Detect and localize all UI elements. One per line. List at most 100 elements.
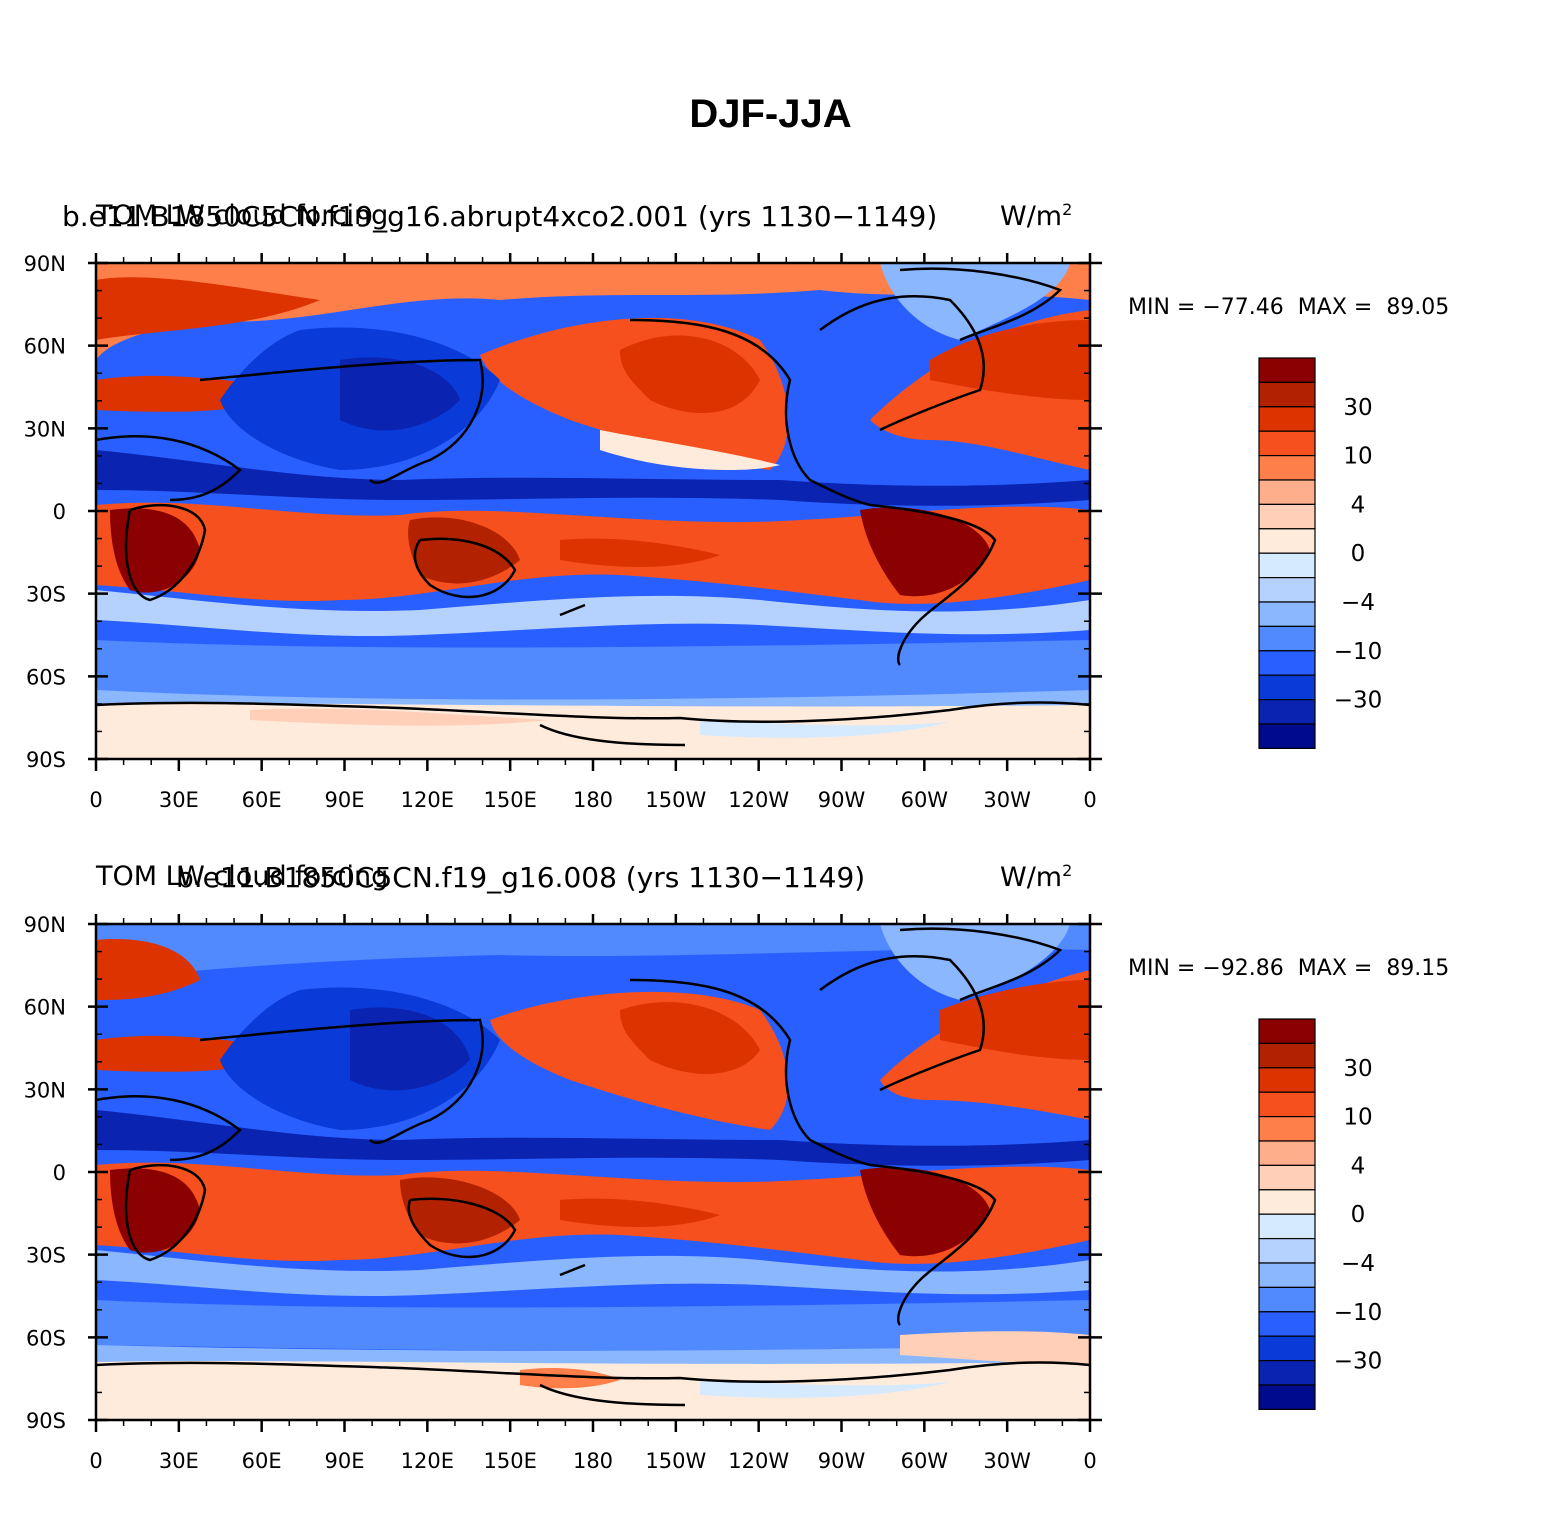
figure-title: DJF-JJA [689, 92, 852, 136]
colorbar-swatch [1258, 1018, 1316, 1044]
lon-tick-label: 90W [818, 788, 866, 812]
colorbar-label: 30 [1343, 395, 1372, 421]
lon-tick-label: 30E [159, 1449, 199, 1473]
colorbar-swatch [1258, 381, 1316, 408]
lon-tick-label: 150W [645, 788, 706, 812]
lon-tick-label: 120E [401, 1449, 454, 1473]
colorbar-swatch [1258, 674, 1316, 701]
lat-tick-label: 90N [24, 913, 66, 937]
colorbar-label: −4 [1341, 590, 1375, 616]
colorbar-swatch [1258, 698, 1316, 725]
lon-tick-label: 60W [901, 1449, 949, 1473]
lat-tick-label: 60N [24, 996, 66, 1020]
lon-tick-label: 90E [325, 788, 365, 812]
panel-1-min-max: MIN = −77.46 MAX = 89.05 [1128, 295, 1450, 320]
panel-1-case-title: b.e11.B1850C5CN.f19_g16.abrupt4xco2.001 … [62, 200, 938, 233]
map-panel-2: TOM LW cloud forcing b.e11.B1850C5CN.f19… [0, 857, 1541, 1497]
colorbar-label: 30 [1343, 1056, 1372, 1082]
colorbar-label: −30 [1334, 688, 1383, 714]
colorbar-swatch [1258, 1237, 1316, 1264]
lon-tick-label: 150W [645, 1449, 706, 1473]
colorbar-label: 10 [1343, 1105, 1372, 1131]
colorbar-swatch [1258, 1213, 1316, 1240]
colorbar-swatch [1258, 601, 1316, 627]
colorbar-swatch [1258, 1359, 1316, 1386]
lon-tick-label: 30W [983, 788, 1031, 812]
panel-1-variable-title: TOM LW cloud forcing [96, 200, 389, 231]
colorbar-swatch [1258, 1384, 1316, 1410]
lon-tick-label: 90E [325, 1449, 365, 1473]
colorbar-swatch [1258, 528, 1316, 554]
panel-2-min-max: MIN = −92.86 MAX = 89.15 [1128, 956, 1450, 981]
colorbar-swatch [1258, 503, 1316, 530]
colorbar-swatch [1258, 430, 1316, 457]
lat-tick-label: 60S [26, 665, 66, 689]
lon-tick-label: 90W [818, 1449, 866, 1473]
colorbar-label: 0 [1351, 541, 1366, 567]
map-panel-1: TOM LW cloud forcing b.e11.B1850C5CN.f19… [0, 196, 1541, 836]
panel-1-map: 90N 60N 30N 0 30S 60S 90S 0 30E 60E 90E 120E 150E 18… [24, 252, 1383, 812]
lon-tick-label: 180 [573, 788, 613, 812]
panel-2-case-title: b.e11.B1850C5CN.f19_g16.008 (yrs 1130−11… [176, 861, 866, 894]
lon-tick-label: 120E [401, 788, 454, 812]
panel-1-lon-axis: 0 30E 60E 90E 120E 150E 180 150W 120W 90W 60W 30W 0 [89, 253, 1097, 812]
lon-tick-label: 180 [573, 1449, 613, 1473]
panel-2-variable-title: TOM LW cloud forcing [96, 861, 389, 892]
colorbar-swatch [1258, 479, 1316, 505]
panel-1-coastlines [96, 267, 1090, 747]
panel-2-field [96, 924, 1090, 1420]
panel-2-coastlines [96, 927, 1090, 1407]
lon-tick-label: 30E [159, 788, 199, 812]
colorbar-swatch [1258, 455, 1316, 481]
colorbar-label: −30 [1334, 1349, 1383, 1375]
lat-tick-label: 0 [53, 500, 66, 524]
lon-tick-label: 0 [1083, 1449, 1096, 1473]
colorbar-swatch [1258, 1042, 1316, 1069]
colorbar-swatch [1258, 1189, 1316, 1215]
lon-tick-label: 0 [1083, 788, 1096, 812]
lon-tick-label: 60E [242, 788, 282, 812]
colorbar-swatch [1258, 1311, 1316, 1337]
colorbar-swatch [1258, 1164, 1316, 1191]
lat-tick-label: 30S [26, 583, 66, 607]
colorbar-swatch [1258, 1335, 1316, 1362]
colorbar-swatch [1258, 552, 1316, 579]
lon-tick-label: 60W [901, 788, 949, 812]
colorbar-label: 4 [1351, 492, 1366, 518]
colorbar-label: −10 [1334, 639, 1383, 665]
colorbar-label: −4 [1341, 1251, 1375, 1277]
lat-tick-label: 90S [26, 748, 66, 772]
colorbar-swatch [1258, 1286, 1316, 1313]
lat-tick-label: 90N [24, 252, 66, 276]
lon-tick-label: 0 [89, 1449, 102, 1473]
panel-2-colorbar: 30 10 4 0 −4 −10 −30 [1258, 1018, 1383, 1410]
lat-tick-label: 60N [24, 335, 66, 359]
lat-tick-label: 30N [24, 1078, 66, 1102]
lon-tick-label: 150E [483, 788, 536, 812]
lat-tick-label: 30S [26, 1244, 66, 1268]
lon-tick-label: 150E [483, 1449, 536, 1473]
lon-tick-label: 120W [728, 1449, 789, 1473]
colorbar-swatch [1258, 1091, 1316, 1118]
lon-tick-label: 120W [728, 788, 789, 812]
lat-tick-label: 60S [26, 1326, 66, 1350]
colorbar-label: 10 [1343, 444, 1372, 470]
colorbar-swatch [1258, 1140, 1316, 1166]
panel-2-map: 90N 60N 30N 0 30S 60S 90S 0 30E 60E 90E 120E 150E 18… [24, 913, 1383, 1473]
lon-tick-label: 60E [242, 1449, 282, 1473]
colorbar-label: −10 [1334, 1300, 1383, 1326]
colorbar-swatch [1258, 406, 1316, 432]
panel-2-lat-axis: 90N 60N 30N 0 30S 60S 90S [24, 913, 1102, 1433]
panel-2-units: W/m2 [1000, 861, 1073, 893]
panel-1-lat-axis: 90N 60N 30N 0 30S 60S 90S [24, 252, 1102, 772]
colorbar-swatch [1258, 1262, 1316, 1288]
panel-2-lon-axis: 0 30E 60E 90E 120E 150E 180 150W 120W 90W 60W 30W 0 [89, 914, 1097, 1473]
colorbar-swatch [1258, 723, 1316, 749]
panel-1-colorbar: 30 10 4 0 −4 −10 −30 [1258, 357, 1383, 749]
lon-tick-label: 30W [983, 1449, 1031, 1473]
colorbar-swatch [1258, 650, 1316, 676]
panel-1-field [96, 263, 1090, 759]
lat-tick-label: 0 [53, 1161, 66, 1185]
panel-1-units: W/m2 [1000, 200, 1073, 232]
lon-tick-label: 0 [89, 788, 102, 812]
